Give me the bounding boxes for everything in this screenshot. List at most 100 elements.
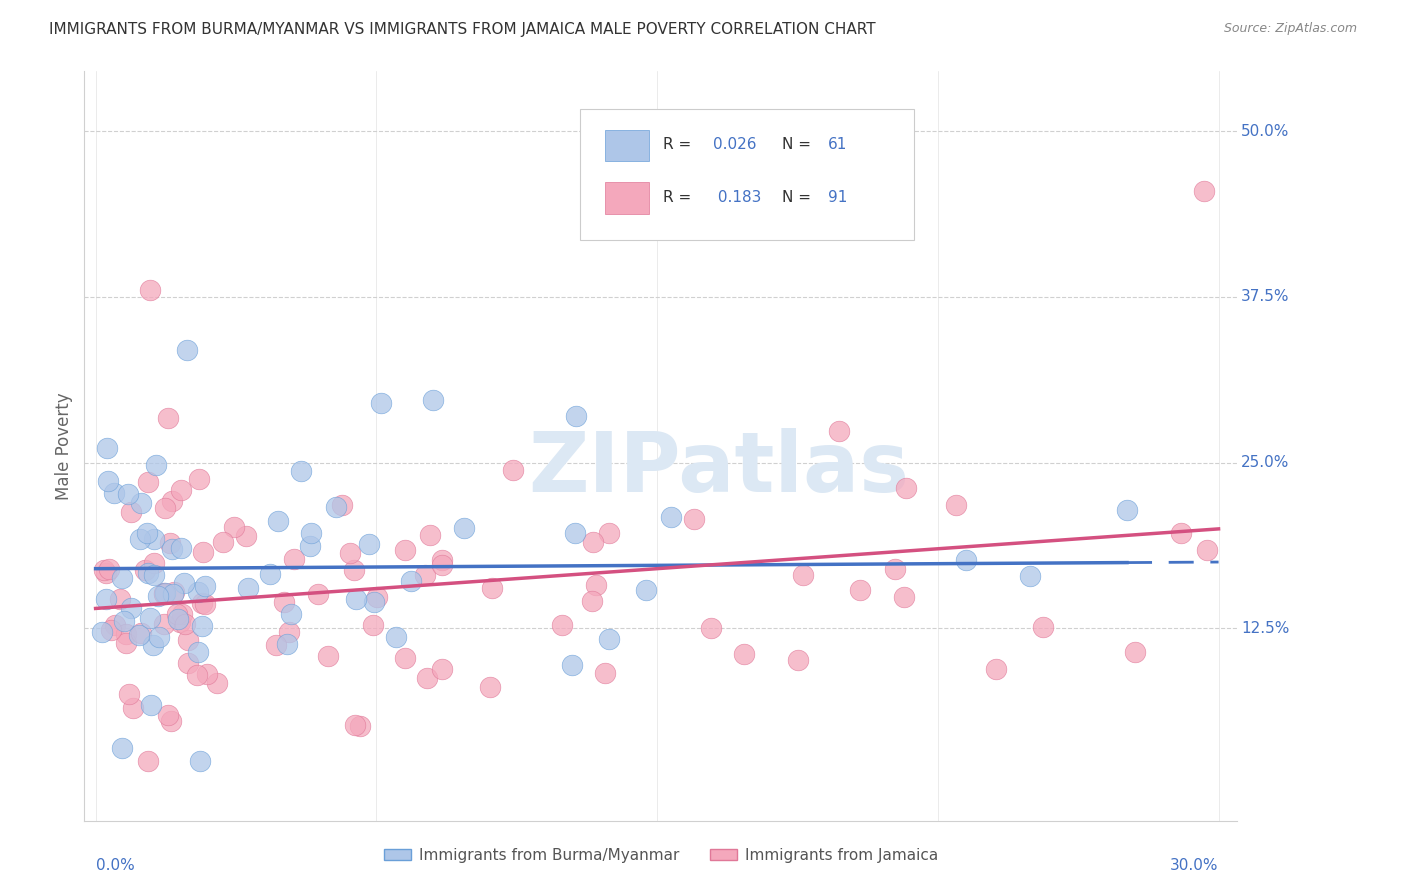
Text: IMMIGRANTS FROM BURMA/MYANMAR VS IMMIGRANTS FROM JAMAICA MALE POVERTY CORRELATIO: IMMIGRANTS FROM BURMA/MYANMAR VS IMMIGRA… (49, 22, 876, 37)
Point (160, 541, 183, 556)
Point (585, 578, 607, 592)
Point (108, 591, 131, 606)
Point (162, 587, 184, 601)
Point (238, 581, 260, 595)
Point (96, 591, 118, 606)
Point (235, 529, 257, 543)
Point (598, 632, 620, 647)
Point (128, 533, 150, 547)
Point (159, 714, 181, 728)
Point (593, 665, 616, 680)
Point (422, 393, 444, 408)
Point (366, 590, 388, 604)
Point (191, 618, 214, 632)
Point (945, 499, 967, 513)
Text: 0.0%: 0.0% (96, 858, 135, 872)
Point (98, 562, 121, 576)
Point (343, 563, 366, 577)
Point (661, 509, 683, 524)
Point (1019, 569, 1042, 583)
Point (170, 541, 193, 555)
Point (153, 616, 176, 631)
Point (129, 496, 152, 510)
Point (94, 566, 117, 581)
Point (186, 667, 208, 681)
Point (191, 596, 214, 610)
Point (283, 552, 305, 566)
Point (145, 458, 167, 472)
Point (401, 574, 423, 589)
Point (787, 653, 810, 667)
Point (502, 463, 524, 477)
Point (173, 616, 195, 631)
Point (682, 511, 704, 525)
Point (955, 553, 977, 567)
Point (139, 611, 162, 625)
Point (136, 754, 159, 768)
Point (142, 557, 165, 571)
Text: 91: 91 (828, 190, 848, 205)
Point (280, 607, 302, 622)
Text: N =: N = (782, 137, 815, 153)
Text: 37.5%: 37.5% (1241, 289, 1289, 304)
Point (267, 514, 290, 528)
Point (138, 283, 160, 297)
Y-axis label: Male Poverty: Male Poverty (55, 392, 73, 500)
Text: N =: N = (782, 190, 815, 205)
Point (142, 567, 165, 582)
Text: 12.5%: 12.5% (1241, 621, 1289, 636)
Point (157, 410, 180, 425)
Point (349, 719, 371, 733)
Point (120, 601, 142, 615)
Point (416, 671, 439, 685)
Point (162, 494, 184, 508)
Point (363, 595, 385, 609)
Point (128, 627, 150, 641)
Point (299, 526, 322, 541)
Point (136, 475, 159, 490)
Point (97, 474, 120, 488)
Point (264, 638, 287, 652)
Point (170, 607, 193, 621)
Point (1116, 503, 1139, 517)
Point (1192, 184, 1215, 198)
Point (344, 718, 367, 732)
Point (177, 633, 200, 648)
Point (700, 621, 723, 635)
Point (194, 579, 217, 593)
Point (115, 636, 138, 650)
Point (100, 623, 122, 637)
Point (430, 662, 453, 676)
Point (394, 543, 416, 558)
Point (142, 533, 165, 547)
Point (478, 680, 501, 694)
Point (290, 464, 312, 478)
Point (91, 625, 114, 640)
Point (1170, 525, 1192, 540)
Point (169, 615, 191, 630)
Point (307, 587, 329, 601)
Text: R =: R = (664, 190, 696, 205)
Point (222, 520, 245, 534)
Point (187, 585, 209, 599)
Text: ZIPatlas: ZIPatlas (529, 428, 908, 509)
Point (550, 618, 572, 632)
Point (195, 667, 218, 681)
Point (564, 526, 586, 541)
Point (273, 595, 295, 609)
Point (121, 701, 143, 715)
Point (93, 563, 115, 577)
FancyBboxPatch shape (581, 109, 914, 240)
Point (146, 589, 169, 603)
Point (276, 637, 298, 651)
Point (453, 521, 475, 535)
Point (212, 535, 235, 549)
Point (138, 566, 160, 580)
Point (339, 546, 361, 560)
Point (359, 537, 381, 551)
Point (1125, 645, 1147, 659)
Text: 61: 61 (828, 137, 848, 153)
Point (194, 597, 217, 611)
Point (170, 483, 193, 497)
Point (142, 638, 165, 652)
